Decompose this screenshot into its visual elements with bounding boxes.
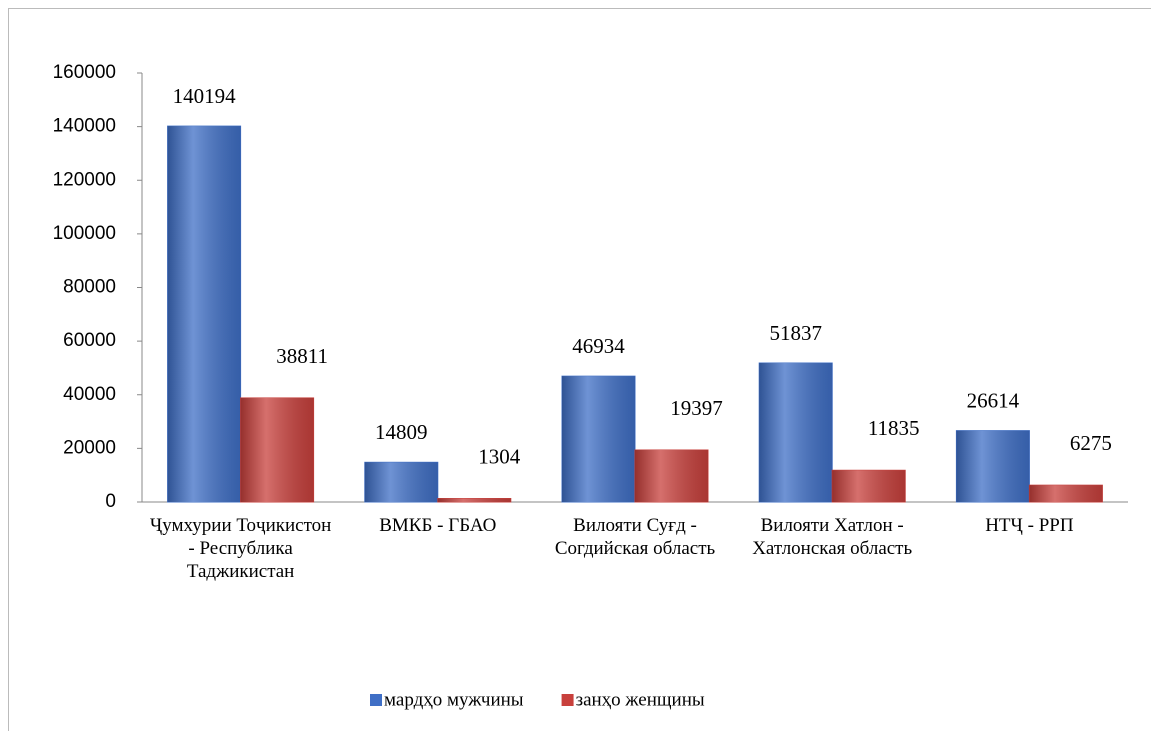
legend-label: занҳо женщины xyxy=(576,689,705,710)
y-tick-label: 20000 xyxy=(63,437,116,458)
bar xyxy=(364,461,439,503)
chart-frame xyxy=(8,8,1151,731)
legend-swatch xyxy=(370,694,382,706)
bar xyxy=(240,397,315,503)
y-tick-label: 60000 xyxy=(63,330,116,351)
bar xyxy=(758,362,833,503)
x-tick-label: НТҶ - РРП xyxy=(985,515,1074,536)
data-label: 38811 xyxy=(276,344,328,368)
bar xyxy=(831,469,906,503)
data-label: 19397 xyxy=(670,396,723,420)
y-tick-label: 0 xyxy=(105,491,116,512)
x-tick-label: Вилояти Хатлон - Хатлонская область xyxy=(752,515,913,559)
data-label: 26614 xyxy=(967,388,1020,412)
data-label: 1304 xyxy=(478,444,521,468)
x-tick-label: Ҷумхурии Тоҷикистон - Республика Таджики… xyxy=(149,515,332,582)
x-tick-label: ВМКБ - ГБАО xyxy=(379,515,497,536)
y-tick-label: 120000 xyxy=(53,169,116,190)
legend-swatch xyxy=(561,694,574,706)
data-label: 11835 xyxy=(868,416,920,440)
y-tick-label: 140000 xyxy=(53,116,116,137)
y-tick-label: 40000 xyxy=(63,384,116,405)
bar xyxy=(437,498,512,503)
bar xyxy=(167,125,242,503)
legend-label: мардҳо мужчины xyxy=(384,689,524,710)
bar xyxy=(561,375,636,503)
data-label: 14809 xyxy=(375,420,428,444)
bar xyxy=(1028,484,1103,503)
data-label: 140194 xyxy=(173,84,237,108)
bar xyxy=(634,449,709,503)
data-label: 6275 xyxy=(1070,431,1112,455)
x-tick-label: Вилояти Суғд - Согдийская область xyxy=(554,515,716,559)
y-tick-label: 160000 xyxy=(53,62,116,83)
data-label: 51837 xyxy=(769,321,822,345)
y-tick-label: 80000 xyxy=(63,277,116,298)
y-tick-label: 100000 xyxy=(53,223,116,244)
bar xyxy=(955,430,1030,503)
data-label: 46934 xyxy=(572,334,625,358)
